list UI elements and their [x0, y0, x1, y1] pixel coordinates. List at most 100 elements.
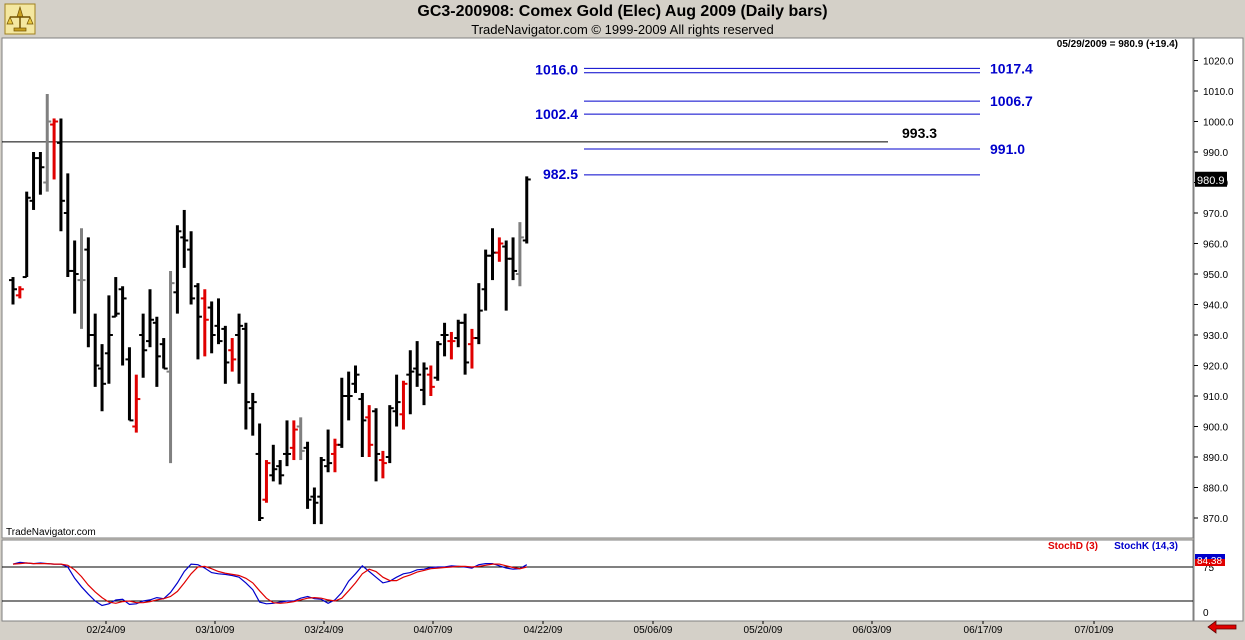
ohlc-bar — [344, 371, 353, 421]
ohlc-bar — [378, 450, 387, 479]
copyright-text: TradeNavigator.com © 1999-2009 All right… — [471, 22, 774, 37]
stoch-k-legend: StochK (14,3) — [1114, 541, 1178, 552]
ohlc-bar — [214, 298, 223, 345]
trading-scale-logo-icon — [4, 3, 36, 35]
ohlc-bar — [9, 277, 17, 305]
x-axis-label: 05/06/09 — [634, 625, 673, 636]
ohlc-bar — [420, 362, 428, 406]
ohlc-bar — [413, 341, 422, 387]
ohlc-bar — [283, 420, 291, 467]
price-panel — [1, 37, 1194, 539]
ohlc-bar — [22, 191, 31, 279]
ohlc-bar — [474, 283, 483, 345]
x-axis-label: 06/03/09 — [853, 625, 892, 636]
ohlc-bar — [200, 289, 209, 357]
stoch-axis-label: 75 — [1203, 563, 1215, 574]
price-axis-label: 1000.0 — [1203, 118, 1234, 129]
ohlc-bar — [166, 270, 175, 464]
ohlc-bar — [207, 301, 216, 354]
price-axis-label: 970.0 — [1203, 209, 1228, 220]
ohlc-bar — [262, 460, 271, 503]
ohlc-bar — [365, 405, 374, 457]
ohlc-bar — [461, 313, 470, 375]
ohlc-bar — [310, 487, 319, 525]
level-label-1002-4: 1002.4 — [535, 106, 578, 122]
level-label-993-3: 993.3 — [902, 125, 937, 141]
ohlc-bar — [70, 240, 79, 314]
price-axis-label: 990.0 — [1203, 148, 1228, 159]
ohlc-bar — [146, 289, 154, 348]
ohlc-bar — [104, 295, 113, 384]
ohlc-bar — [77, 228, 86, 329]
price-axis-label: 890.0 — [1203, 453, 1228, 464]
stoch-value-label: 84.38 — [1197, 556, 1222, 567]
ohlc-bar — [289, 420, 298, 461]
ohlc-bar — [241, 322, 250, 430]
ohlc-bar — [276, 460, 285, 485]
ohlc-bar — [317, 457, 326, 525]
ohlc-bar — [36, 152, 45, 195]
ohlc-bar — [98, 344, 107, 412]
ohlc-bar — [50, 118, 59, 180]
stochastic-panel — [1, 539, 1194, 622]
ohlc-bar — [180, 209, 189, 268]
ohlc-bar — [173, 225, 182, 314]
price-axis-label: 960.0 — [1203, 240, 1228, 251]
x-axis-label: 07/01/09 — [1075, 625, 1114, 636]
x-axis-label: 05/20/09 — [744, 625, 783, 636]
ohlc-bar — [296, 417, 305, 461]
ohlc-bar — [495, 237, 504, 262]
ohlc-bar — [248, 392, 257, 436]
price-axis-label: 900.0 — [1203, 423, 1228, 434]
price-axis-label: 870.0 — [1203, 514, 1228, 525]
ohlc-bar — [159, 338, 168, 370]
price-axis — [1193, 37, 1244, 622]
ohlc-bar — [440, 322, 449, 357]
ohlc-bar — [228, 338, 237, 372]
stoch-d-legend: StochD (3) — [1048, 541, 1098, 552]
price-axis-label: 880.0 — [1203, 484, 1228, 495]
ohlc-bar — [515, 222, 524, 287]
ohlc-bar — [509, 237, 518, 281]
ohlc-bar — [235, 313, 244, 384]
price-axis-label: 1010.0 — [1203, 87, 1234, 98]
ohlc-bar — [324, 429, 333, 473]
stoch-axis-label: 0 — [1203, 608, 1209, 619]
ohlc-bar — [447, 331, 456, 360]
ohlc-bar — [385, 405, 394, 464]
level-label-1006-7: 1006.7 — [990, 93, 1033, 109]
ohlc-bar — [139, 313, 148, 378]
x-axis-label: 04/07/09 — [414, 625, 453, 636]
ohlc-bar — [125, 347, 134, 422]
x-axis-label: 02/24/09 — [87, 625, 126, 636]
watermark-text: TradeNavigator.com — [6, 527, 96, 538]
x-axis-label: 04/22/09 — [524, 625, 563, 636]
ohlc-bar — [426, 365, 435, 396]
ohlc-bar — [132, 374, 141, 433]
red-left-arrow-icon[interactable] — [1207, 620, 1237, 634]
ohlc-bar — [91, 313, 100, 387]
price-axis-label: 910.0 — [1203, 392, 1228, 403]
stoch-k-line — [12, 561, 528, 607]
price-axis-label: 950.0 — [1203, 270, 1228, 281]
stoch-d-line — [12, 562, 527, 604]
ohlc-bar — [111, 277, 120, 318]
ohlc-bar — [193, 283, 202, 360]
price-axis-label: 930.0 — [1203, 331, 1228, 342]
ohlc-bar — [43, 94, 52, 192]
ohlc-bar — [433, 341, 442, 381]
level-label-991-0: 991.0 — [990, 141, 1025, 157]
ohlc-bar — [152, 316, 161, 387]
ohlc-bar — [118, 286, 127, 366]
ohlc-bar — [392, 374, 401, 427]
price-axis-label: 920.0 — [1203, 362, 1228, 373]
ohlc-bar — [255, 423, 264, 522]
ohlc-bar — [269, 444, 278, 482]
level-label-1016-0: 1016.0 — [535, 62, 578, 78]
ohlc-bar — [372, 408, 381, 482]
stoch-value-badge-top — [1195, 554, 1225, 559]
ohlc-bar — [351, 365, 360, 393]
current-price-label: 980.9 — [1197, 175, 1225, 187]
chart-title: GC3-200908: Comex Gold (Elec) Aug 2009 (… — [417, 3, 828, 20]
